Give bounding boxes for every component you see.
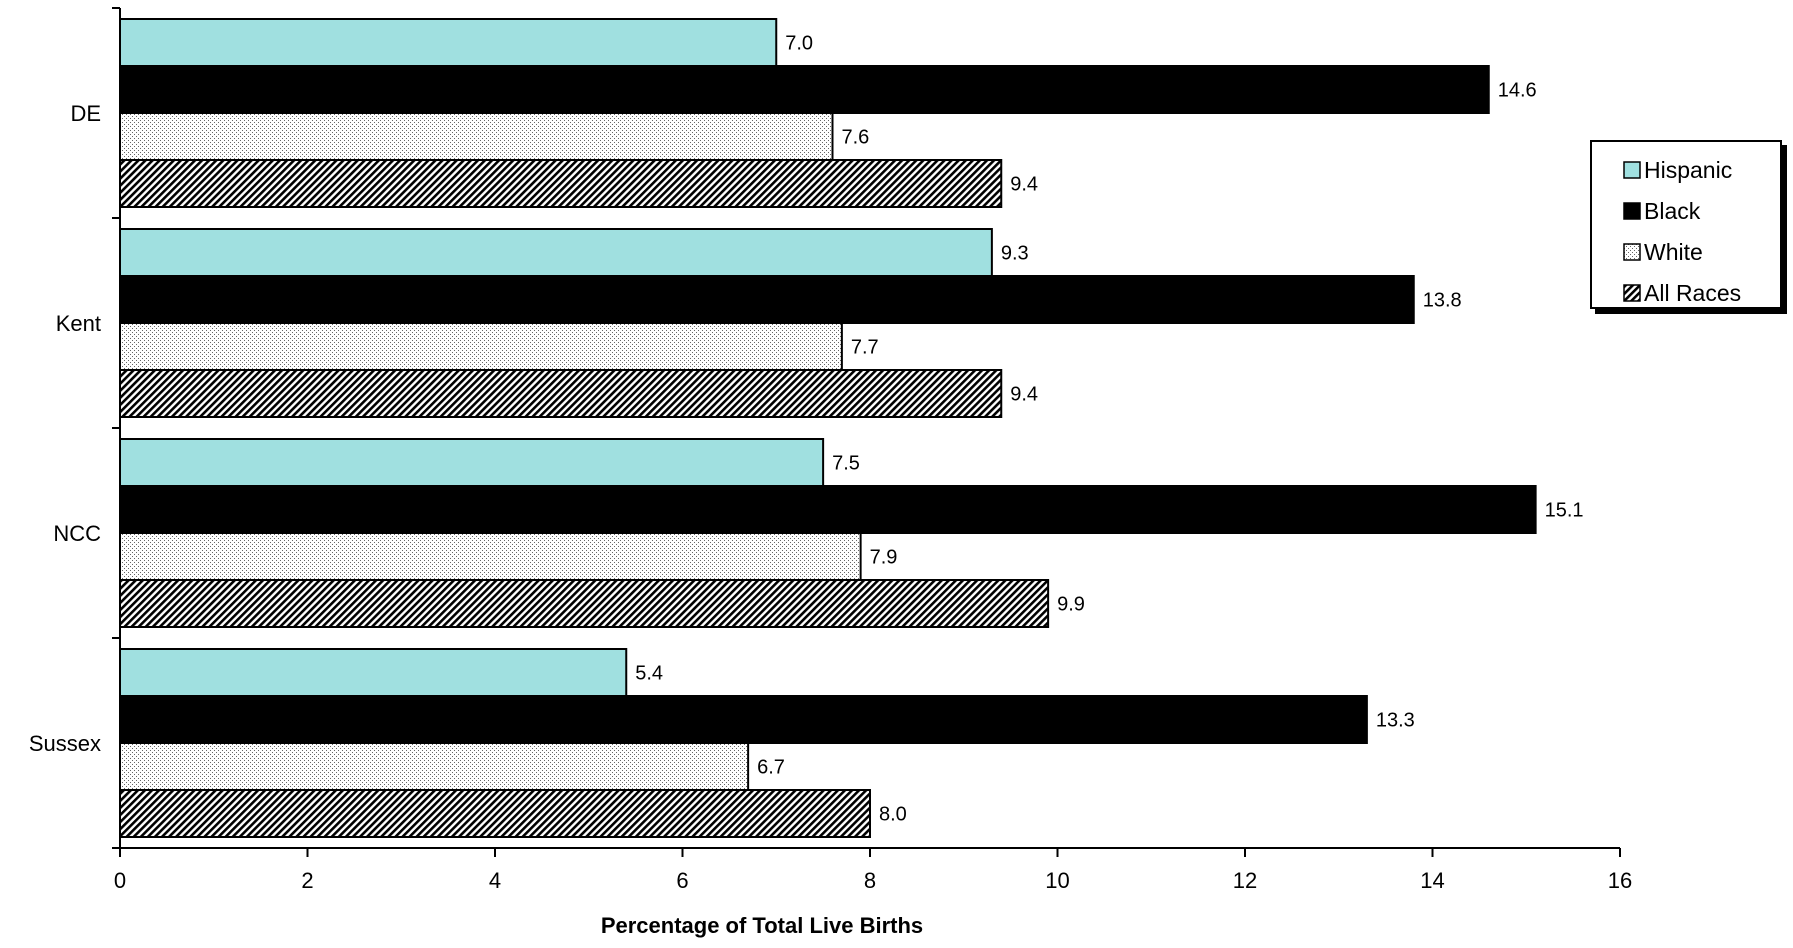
category-label-sussex: Sussex bbox=[29, 731, 101, 756]
data-label-de-black: 14.6 bbox=[1498, 80, 1537, 102]
bar-ncc-all-races bbox=[119, 579, 1050, 628]
bar-ncc-hispanic bbox=[119, 438, 825, 487]
bar-kent-hispanic bbox=[119, 228, 993, 277]
data-label-kent-black: 13.8 bbox=[1423, 290, 1462, 312]
legend-box bbox=[1590, 140, 1782, 309]
x-tick-label: 14 bbox=[1420, 868, 1444, 893]
bar-sussex-all-races bbox=[119, 789, 871, 838]
x-tick-label: 0 bbox=[114, 868, 126, 893]
legend-label-black: Black bbox=[1644, 198, 1701, 224]
data-label-de-white: 7.6 bbox=[842, 127, 870, 149]
category-label-de: DE bbox=[70, 101, 101, 126]
data-label-ncc-all-races: 9.9 bbox=[1057, 594, 1085, 616]
bar-kent-all-races bbox=[119, 369, 1003, 418]
x-tick-label: 16 bbox=[1608, 868, 1632, 893]
data-label-ncc-black: 15.1 bbox=[1545, 500, 1584, 522]
legend-label-hispanic: Hispanic bbox=[1644, 157, 1732, 183]
data-label-sussex-white: 6.7 bbox=[757, 757, 785, 779]
data-label-kent-all-races: 9.4 bbox=[1010, 384, 1038, 406]
x-tick-label: 6 bbox=[676, 868, 688, 893]
legend-swatch-black bbox=[1623, 202, 1641, 220]
data-label-ncc-white: 7.9 bbox=[870, 547, 898, 569]
bar-kent-black bbox=[119, 275, 1415, 324]
bar-kent-white bbox=[119, 322, 843, 371]
x-tick-label: 12 bbox=[1233, 868, 1257, 893]
data-label-sussex-all-races: 8.0 bbox=[879, 804, 907, 826]
data-label-de-hispanic: 7.0 bbox=[785, 33, 813, 55]
data-label-kent-white: 7.7 bbox=[851, 337, 879, 359]
legend-label-all-races: All Races bbox=[1644, 280, 1741, 306]
legend-swatch-white bbox=[1623, 243, 1641, 261]
x-tick-label: 8 bbox=[864, 868, 876, 893]
bar-sussex-white bbox=[119, 742, 750, 791]
x-tick-label: 4 bbox=[489, 868, 501, 893]
category-label-kent: Kent bbox=[56, 311, 101, 336]
x-axis-title: Percentage of Total Live Births bbox=[601, 913, 923, 938]
bar-ncc-white bbox=[119, 532, 862, 581]
legend-swatch-hispanic bbox=[1623, 161, 1641, 179]
data-label-sussex-hispanic: 5.4 bbox=[635, 663, 663, 685]
x-tick-label: 2 bbox=[301, 868, 313, 893]
bar-de-all-races bbox=[119, 159, 1003, 208]
data-label-de-all-races: 9.4 bbox=[1010, 174, 1038, 196]
bar-de-black bbox=[119, 65, 1490, 114]
legend-swatch-all-races bbox=[1623, 284, 1641, 302]
bars bbox=[119, 18, 1537, 838]
legend: Hispanic Black White All Races bbox=[1590, 140, 1782, 309]
data-labels: 7.0 14.6 7.6 9.4 9.3 13.8 7.7 9.4 7.5 15.1 7.9 9.9 5… bbox=[635, 33, 1583, 826]
axes: DE Kent NCC Sussex 0 2 4 6 8 10 12 14 16 bbox=[29, 7, 1632, 893]
bar-de-hispanic bbox=[119, 18, 778, 67]
bar-ncc-black bbox=[119, 485, 1537, 534]
bar-de-white bbox=[119, 112, 834, 161]
category-label-ncc: NCC bbox=[53, 521, 101, 546]
bar-sussex-black bbox=[119, 695, 1368, 744]
bar-sussex-hispanic bbox=[119, 648, 628, 697]
legend-label-white: White bbox=[1644, 239, 1703, 265]
x-tick-label: 10 bbox=[1045, 868, 1069, 893]
data-label-kent-hispanic: 9.3 bbox=[1001, 243, 1029, 265]
data-label-ncc-hispanic: 7.5 bbox=[832, 453, 860, 475]
data-label-sussex-black: 13.3 bbox=[1376, 710, 1415, 732]
